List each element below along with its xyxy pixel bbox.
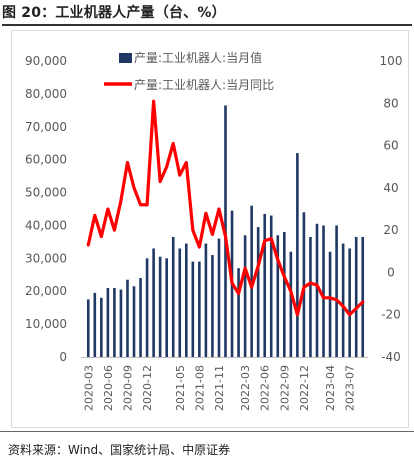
bar-2020-11	[139, 278, 142, 357]
left-axis-tick-label: 20,000	[25, 284, 67, 298]
left-axis-tick-label: 50,000	[25, 186, 67, 200]
source-text: 资料来源：Wind、国家统计局、中原证券	[8, 443, 231, 457]
x-tick-label: 2022-09	[278, 365, 291, 411]
bar-2023-07	[348, 248, 351, 357]
x-tick-label: 2022-03	[239, 365, 252, 411]
bar-2022-10	[289, 251, 293, 357]
bar-2020-12	[145, 258, 149, 357]
legend-bar-label: 产量:工业机器人:当月值	[134, 50, 262, 65]
bar-2022-08	[276, 235, 280, 357]
right-axis-tick-label: -40	[381, 350, 401, 364]
x-tick-label: 2021-08	[193, 365, 206, 411]
bar-2023-09	[361, 236, 365, 357]
right-axis-tick-label: 60	[383, 139, 398, 153]
right-axis-tick-label: 20	[383, 223, 398, 237]
bar-2020-05	[100, 297, 103, 357]
source-footer: 资料来源：Wind、国家统计局、中原证券	[0, 431, 414, 475]
left-axis-tick-label: 60,000	[25, 153, 67, 167]
bar-2023-06	[341, 243, 345, 357]
bar-2022-09	[283, 232, 286, 357]
bar-2022-02	[237, 268, 240, 357]
x-tick-label: 2020-06	[102, 365, 115, 411]
chart-frame	[11, 30, 409, 428]
x-tick-label: 2020-12	[141, 365, 154, 411]
right-axis-tick-label: -20	[381, 308, 401, 322]
figure-title: 图 20：工业机器人产量（台、%）	[2, 2, 412, 26]
left-axis-tick-label: 10,000	[25, 317, 67, 331]
bar-2022-06	[263, 213, 267, 357]
x-tick-label: 2021-05	[174, 365, 187, 411]
bar-2022-03	[243, 235, 247, 357]
legend-bar-swatch	[119, 53, 132, 63]
right-axis-tick-label: 0	[387, 265, 395, 279]
yoy-line	[86, 99, 365, 317]
left-axis-tick-label: 80,000	[25, 87, 67, 101]
bar-2021-06	[184, 243, 188, 357]
x-tick-label: 2022-12	[298, 365, 311, 411]
left-axis-tick-label: 90,000	[25, 54, 67, 68]
bar-2022-04	[250, 205, 253, 357]
bar-2023-08	[354, 236, 358, 357]
bar-2022-05	[256, 227, 260, 357]
right-axis-tick-label: 40	[383, 181, 398, 195]
bar-2022-07	[269, 215, 273, 357]
bar-2020-08	[119, 289, 123, 357]
bar-2020-04	[93, 292, 97, 357]
x-tick-label: 2020-09	[122, 365, 135, 411]
bar-2021-03	[165, 258, 168, 357]
left-axis-tick-label: 30,000	[25, 251, 67, 265]
x-tick-label: 2020-03	[82, 365, 95, 411]
bar-2022-12	[302, 212, 306, 357]
bar-2020-06	[106, 287, 110, 357]
bar-2021-05	[178, 248, 182, 357]
bar-2021-01	[152, 248, 155, 357]
chart: 0 10,000 20,000 30,000 40,000 50,000 60,000 70,…	[25, 50, 403, 411]
bar-2021-09	[204, 243, 208, 357]
bar-2023-03	[322, 225, 325, 357]
bar-2023-05	[335, 225, 338, 357]
left-axis-tick-label: 0	[59, 350, 67, 364]
bar-2023-02	[315, 223, 319, 357]
left-axis-tick-label: 40,000	[25, 218, 67, 232]
bar-2023-04	[328, 251, 332, 357]
bar-2020-09	[126, 279, 129, 357]
bar-2022-11	[296, 153, 299, 357]
x-tick-label: 2023-07	[344, 365, 357, 411]
bar-2021-10	[211, 255, 214, 357]
bar-2021-02	[158, 256, 162, 357]
legend-line-label: 产量:工业机器人:当月同比	[134, 78, 274, 92]
right-axis-tick-label: 100	[380, 54, 403, 68]
bar-2020-10	[132, 286, 136, 357]
x-tick-label: 2021-11	[213, 365, 226, 411]
bar-2021-04	[171, 236, 175, 357]
left-axis-tick-label: 70,000	[25, 120, 67, 134]
bar-2021-08	[198, 261, 201, 357]
right-axis-tick-label: 80	[383, 96, 398, 110]
bar-2021-11	[217, 238, 221, 357]
bar-2023-01	[309, 236, 312, 357]
bar-2020-07	[113, 287, 116, 357]
bar-2021-07	[191, 261, 195, 357]
bar-2020-03	[86, 299, 90, 357]
x-tick-label: 2023-04	[324, 365, 337, 411]
x-tick-label: 2022-06	[259, 365, 272, 411]
